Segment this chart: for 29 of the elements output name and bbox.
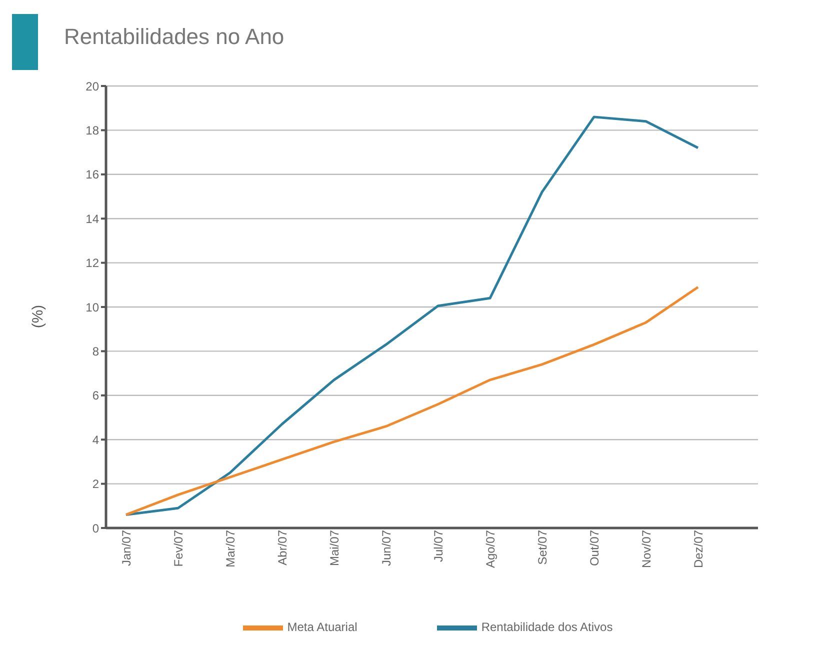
y-tick-label: 8 (92, 344, 100, 358)
x-tick-label: Out/07 (588, 530, 602, 566)
line-series (124, 286, 700, 516)
y-tick-label: 16 (86, 168, 100, 182)
x-tick-label: Abr/07 (276, 530, 290, 566)
chart-title: Rentabilidades no Ano (64, 24, 284, 50)
y-axis-title: (%) (30, 304, 46, 330)
y-tick-label: 12 (86, 256, 100, 270)
line-series (124, 116, 700, 516)
x-tick-label: Set/07 (536, 530, 550, 565)
y-tick-label: 14 (86, 212, 100, 226)
y-tick-label: 4 (92, 432, 100, 447)
y-tick-label: 6 (92, 388, 100, 403)
x-tick-label: Fev/07 (172, 530, 186, 567)
legend-label: Rentabilidade dos Ativos (481, 620, 613, 634)
x-tick-label: Jul/07 (432, 530, 446, 562)
y-tick-label: 2 (92, 477, 100, 492)
y-tick-label: 0 (92, 521, 100, 536)
x-tick-label: Dez/07 (692, 530, 706, 568)
legend-label: Meta Atuarial (287, 620, 358, 634)
y-tick-label: 10 (86, 300, 100, 314)
x-tick-label: Nov/07 (640, 530, 654, 568)
x-tick-label: Jun/07 (380, 530, 394, 566)
y-tick-label: 18 (86, 123, 100, 138)
x-tick-label: Mar/07 (224, 530, 238, 568)
x-tick-label: Ago/07 (484, 530, 498, 568)
y-tick-label: 20 (86, 79, 100, 94)
x-tick-label: Jan/07 (120, 530, 134, 566)
x-tick-label: Mai/07 (328, 530, 342, 566)
